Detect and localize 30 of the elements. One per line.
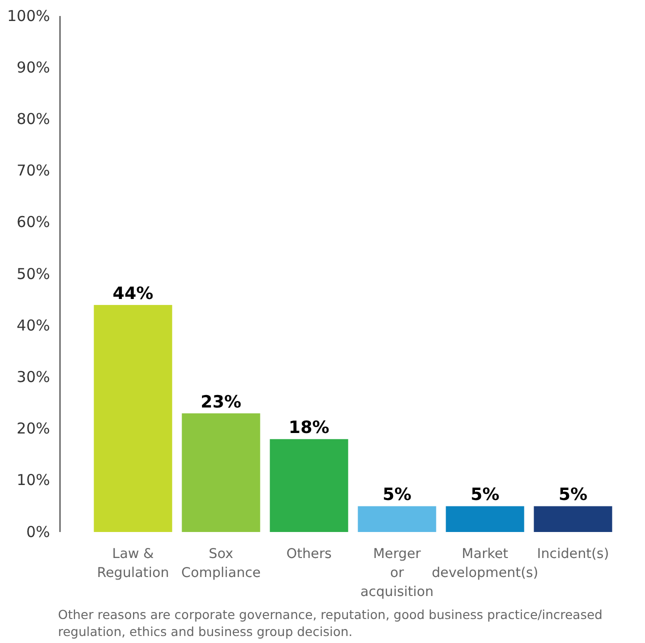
y-tick-label: 60%	[16, 213, 50, 232]
data-label: 23%	[200, 392, 242, 412]
data-label: 5%	[470, 485, 500, 506]
x-tick-label: Sox Compliance	[181, 546, 261, 581]
y-tick-label: 40%	[16, 316, 50, 334]
bar	[270, 439, 348, 532]
data-label: 18%	[288, 418, 330, 438]
bar	[446, 506, 524, 532]
bar	[182, 413, 260, 532]
data-label: 5%	[558, 485, 588, 506]
bar	[358, 506, 436, 532]
bar	[94, 304, 172, 532]
x-tick-label: Merger or acquisition	[360, 546, 434, 600]
y-tick-label: 90%	[16, 58, 50, 76]
bar	[534, 506, 612, 532]
x-tick-label: Incident(s)	[536, 546, 610, 562]
x-tick-label: Market development(s)	[432, 546, 538, 581]
x-tick-label: Others	[286, 546, 332, 562]
x-tick-label: Law & Regulation	[96, 546, 170, 581]
y-tick-label: 30%	[16, 368, 50, 386]
y-tick-label: 0%	[26, 522, 50, 541]
y-tick-label: 10%	[16, 471, 50, 490]
data-label: 44%	[112, 284, 154, 304]
data-label: 5%	[382, 485, 412, 506]
y-tick-label: 50%	[16, 264, 50, 283]
y-tick-label: 80%	[16, 110, 50, 128]
text: Other reasons are corporate governance, reputation, good business practice/increased regulation, ethics and business group decision.	[58, 607, 602, 639]
y-tick-label: 70%	[16, 162, 50, 180]
y-tick-label: 100%	[7, 6, 50, 25]
y-tick-label: 20%	[16, 420, 50, 438]
